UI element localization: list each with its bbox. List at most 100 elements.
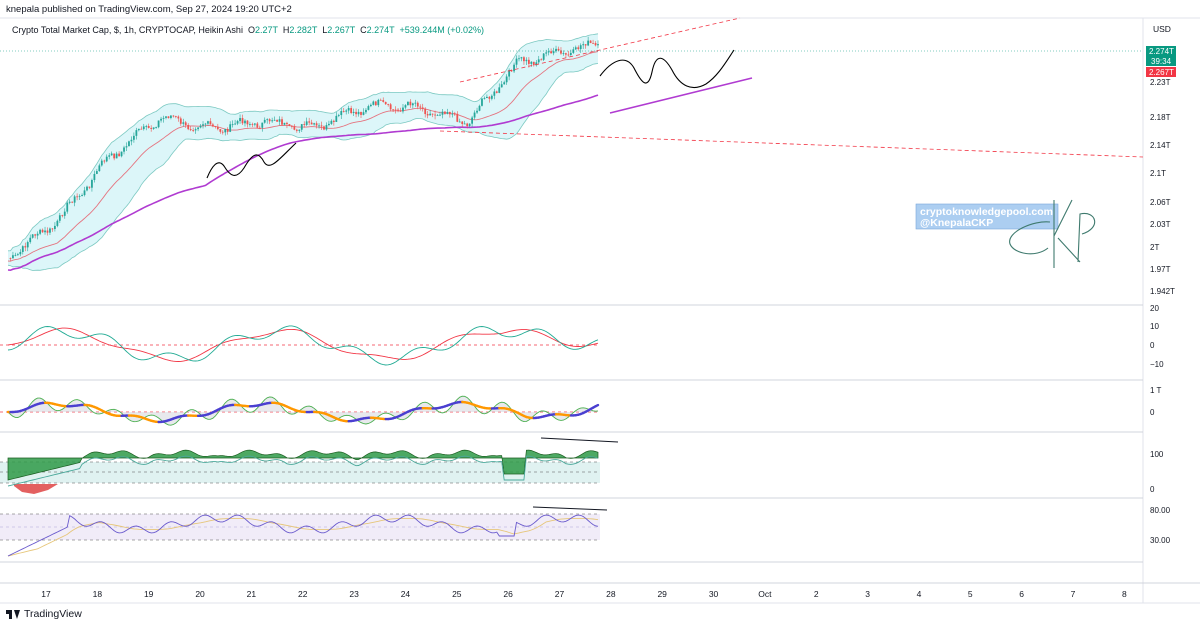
candle-body <box>268 119 271 122</box>
candle-body <box>31 234 34 238</box>
candle-body <box>147 125 150 128</box>
drawn-path-early <box>206 142 297 179</box>
candle-body <box>560 50 562 54</box>
candle-body <box>574 47 577 50</box>
bollinger-band-fill <box>8 33 598 271</box>
candle-body <box>448 112 451 115</box>
time-tick-label: 17 <box>41 589 51 599</box>
candle-body <box>325 125 328 130</box>
candle-body <box>473 112 476 118</box>
candle-body <box>589 40 592 44</box>
candle-body <box>493 91 496 96</box>
candle-body <box>251 124 254 125</box>
candle-body <box>320 125 323 127</box>
candle-body <box>426 114 429 116</box>
time-tick-label: 30 <box>709 589 719 599</box>
candle-body <box>441 111 444 115</box>
drawn-path-projection <box>599 49 735 88</box>
candle-body <box>207 121 209 124</box>
candles-group <box>9 36 599 262</box>
candle-body <box>550 51 552 54</box>
candle-body <box>545 52 548 54</box>
candle-body <box>540 59 543 61</box>
candle-body <box>461 121 464 125</box>
footer-branding[interactable]: TradingView <box>6 608 82 620</box>
open-label: O <box>247 25 255 35</box>
candle-body <box>468 123 471 127</box>
candle-body <box>367 106 370 110</box>
candle-body <box>229 124 232 132</box>
candle-body <box>172 115 175 117</box>
candle-body <box>105 156 108 162</box>
candle-body <box>332 120 335 122</box>
oscillator-tick-label: 80.00 <box>1150 506 1171 515</box>
candle-body <box>399 110 402 112</box>
price-tick-label: 2T <box>1150 243 1159 252</box>
candle-body <box>434 114 436 116</box>
time-tick-label: 6 <box>1019 589 1024 599</box>
candle-body <box>244 120 246 124</box>
candle-body <box>510 70 513 72</box>
candle-body <box>335 115 338 122</box>
candle-body <box>439 114 441 116</box>
candle-body <box>142 126 145 130</box>
candle-body <box>520 57 523 59</box>
candle-body <box>565 53 567 55</box>
candle-body <box>115 153 118 159</box>
candle-body <box>355 111 357 115</box>
candle-body <box>379 99 382 101</box>
candle-body <box>160 118 162 121</box>
candle-body <box>503 82 506 85</box>
candle-body <box>411 103 414 106</box>
candle-body <box>397 109 399 111</box>
candle-body <box>226 128 229 132</box>
candle-body <box>263 119 266 123</box>
candle-body <box>446 112 449 114</box>
candle-body <box>170 115 172 119</box>
candle-body <box>394 109 397 111</box>
candle-body <box>145 125 148 127</box>
candle-body <box>288 124 291 126</box>
candle-body <box>352 111 355 114</box>
candle-body <box>293 126 296 130</box>
candle-body <box>350 108 353 114</box>
candle-body <box>387 104 390 105</box>
candle-body <box>530 61 533 64</box>
price-tick-label: 2.06T <box>1150 198 1171 207</box>
candle-body <box>276 119 278 122</box>
candle-body <box>108 155 111 157</box>
candle-body <box>490 95 493 99</box>
candle-body <box>93 173 96 180</box>
candle-body <box>527 59 530 64</box>
oscillator-tick-label: 0 <box>1150 341 1155 350</box>
low-price-tag-text: 2.267T <box>1149 68 1174 77</box>
candle-body <box>194 129 197 131</box>
time-tick-label: 19 <box>144 589 154 599</box>
candle-body <box>46 230 49 233</box>
candle-body <box>515 58 518 65</box>
candle-body <box>219 129 222 132</box>
candle-body <box>221 131 224 133</box>
candle-body <box>537 59 540 63</box>
candle-body <box>518 58 520 60</box>
candle-body <box>137 128 140 131</box>
candle-body <box>463 123 466 125</box>
time-tick-label: 29 <box>657 589 667 599</box>
ckp-signature <box>1009 199 1096 268</box>
candle-body <box>340 111 343 116</box>
candle-body <box>594 43 597 46</box>
low-label: L <box>322 25 328 35</box>
candle-body <box>12 255 14 259</box>
oscillator-3-band <box>0 462 600 483</box>
time-tick-label: 8 <box>1122 589 1127 599</box>
candle-body <box>258 127 261 129</box>
time-tick-label: 3 <box>865 589 870 599</box>
oscillator-3-negative-area <box>14 484 58 494</box>
oscillator-tick-label: 0 <box>1150 485 1155 494</box>
candle-body <box>71 201 74 203</box>
candle-body <box>308 121 311 123</box>
pane-frames <box>0 17 1200 604</box>
time-tick-label: 22 <box>298 589 308 599</box>
